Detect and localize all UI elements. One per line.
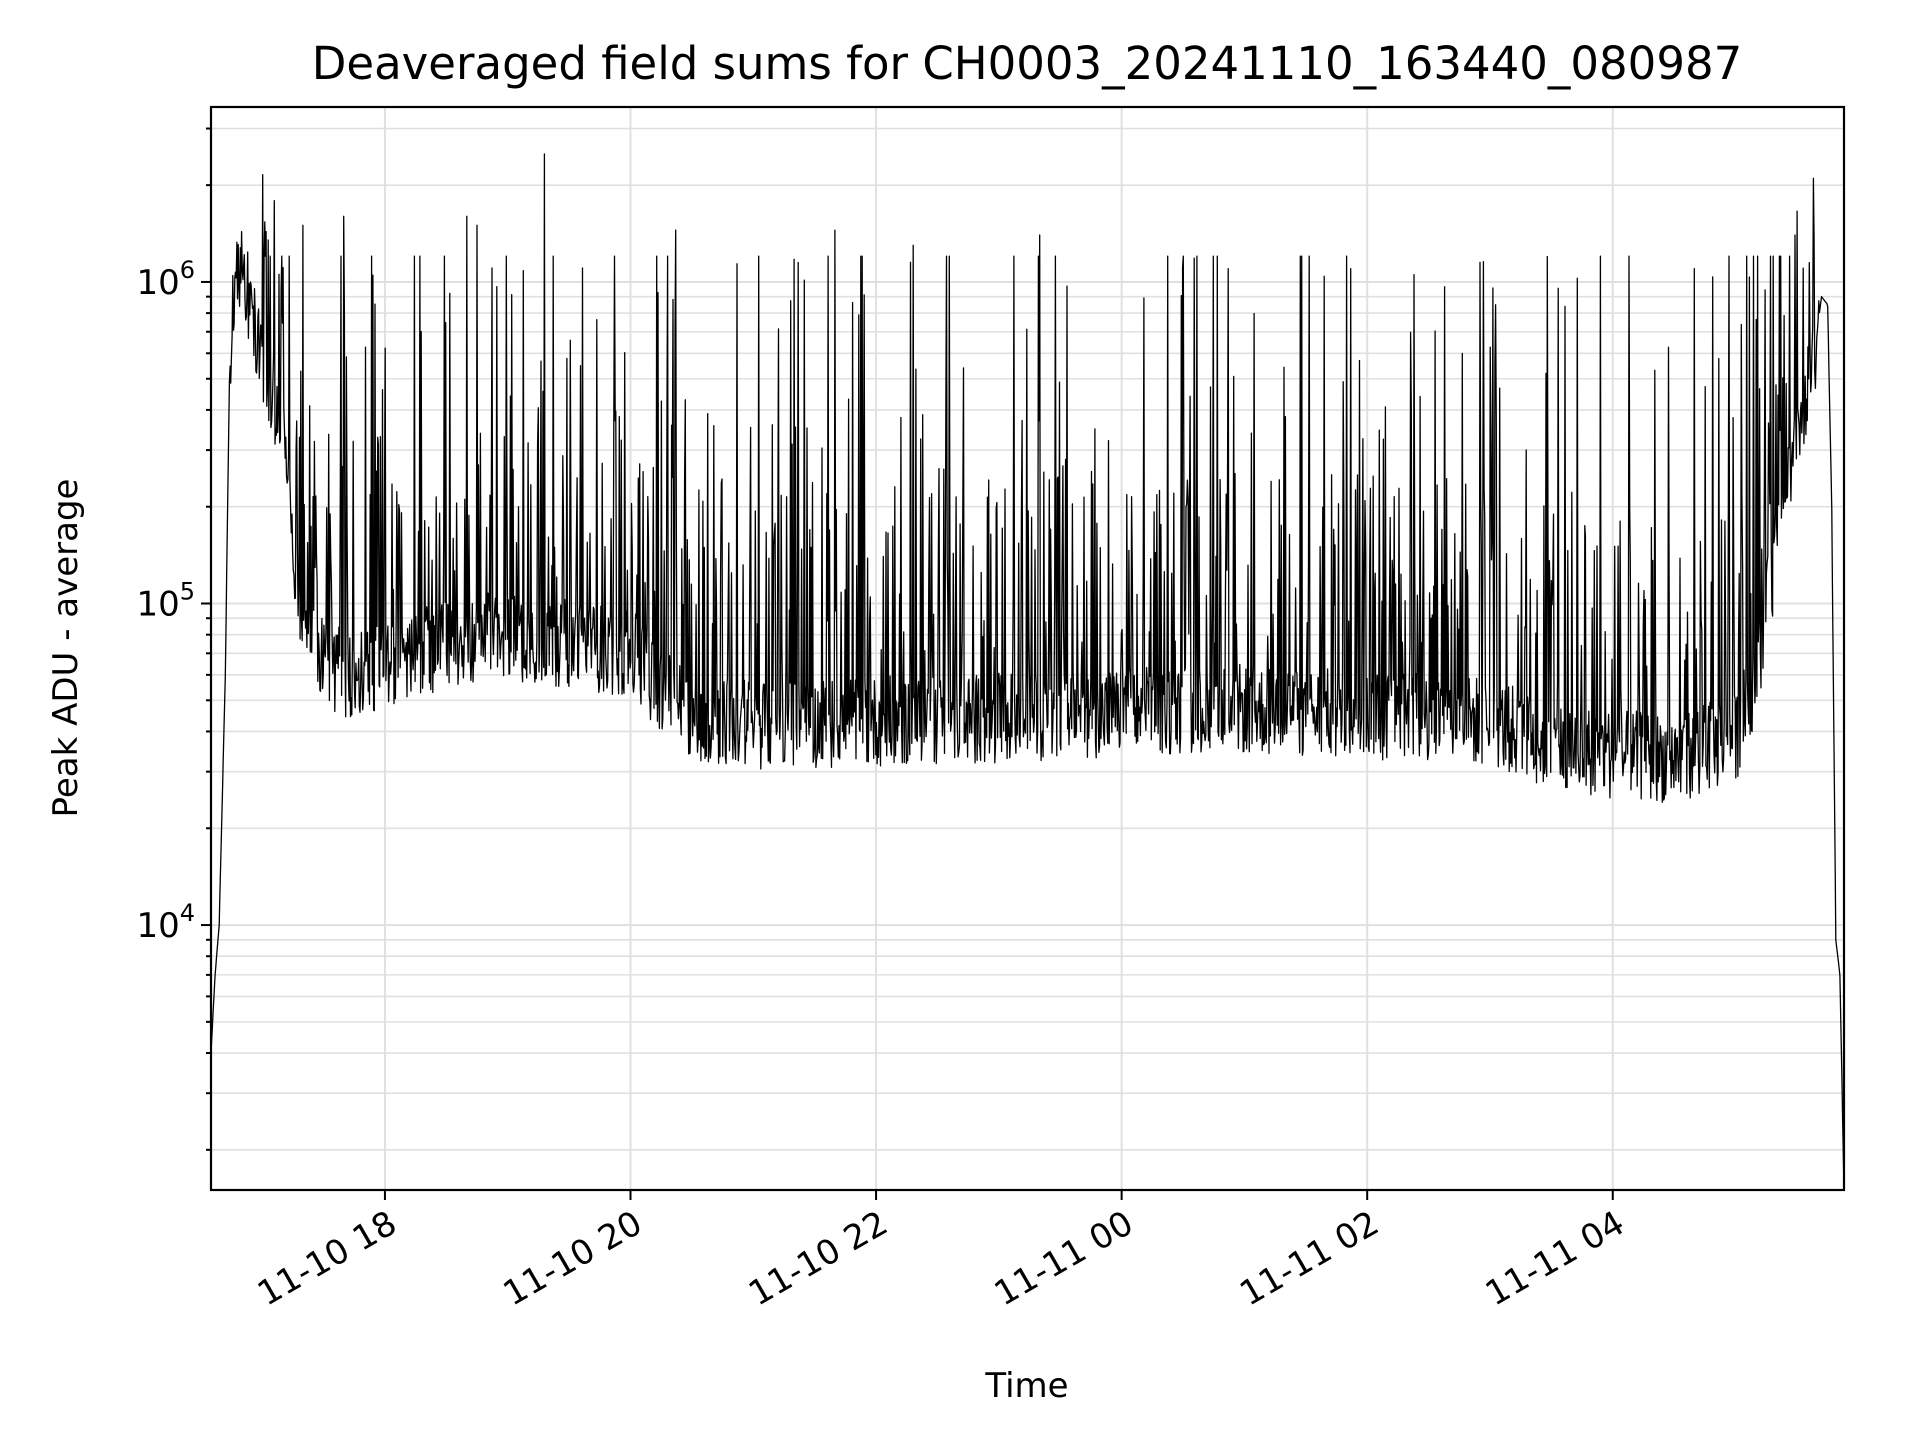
- y-axis-label: Peak ADU - average: [46, 479, 86, 818]
- y-tick-label: 106: [136, 256, 195, 303]
- x-tick-label: 11-10 18: [251, 1203, 403, 1314]
- x-tick-label: 11-11 00: [988, 1203, 1140, 1314]
- x-tick-label: 11-10 22: [742, 1203, 894, 1314]
- x-tick-label: 11-10 20: [497, 1203, 649, 1314]
- x-axis-label: Time: [984, 1366, 1068, 1406]
- y-axis: 104 105 106: [136, 127, 211, 1151]
- series-line: [210, 153, 1845, 1191]
- x-axis: 11-10 18 11-10 20 11-10 22 11-11 00 11-11 02…: [251, 1190, 1631, 1314]
- x-tick-label: 11-11 02: [1233, 1203, 1385, 1314]
- x-tick-label: 11-11 04: [1479, 1203, 1631, 1314]
- y-tick-label: 105: [136, 578, 195, 625]
- plot-frame: [209, 105, 1846, 1192]
- y-tick-label: 104: [136, 899, 195, 946]
- chart-title: Deaveraged field sums for CH0003_2024111…: [312, 37, 1742, 90]
